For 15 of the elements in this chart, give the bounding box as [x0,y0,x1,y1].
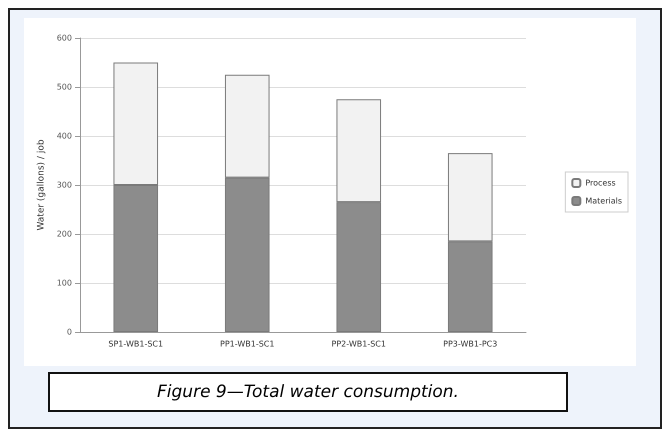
y-tick-label: 500 [56,82,72,92]
legend-label: Materials [585,196,622,206]
caption: Figure 9—Total water consumption. [48,372,568,412]
y-axis-title: Water (gallons) / job [36,139,46,231]
x-tick-label: PP2-WB1-SC1 [332,340,386,348]
y-tick-label: 400 [56,132,72,140]
y-tick-label: 0 [66,328,72,336]
y-tick-label: 600 [56,34,72,42]
x-tick-label: SP1-WB1-SC1 [108,340,164,348]
y-tick-label: 100 [56,278,72,288]
legend-label: Process [585,178,616,188]
y-tick-label: 300 [56,180,72,190]
x-tick-label: PP3-WB1-PC3 [443,340,498,348]
x-tick-label: PP1-WB1-SC1 [220,340,274,348]
y-tick-label: 200 [56,230,72,238]
